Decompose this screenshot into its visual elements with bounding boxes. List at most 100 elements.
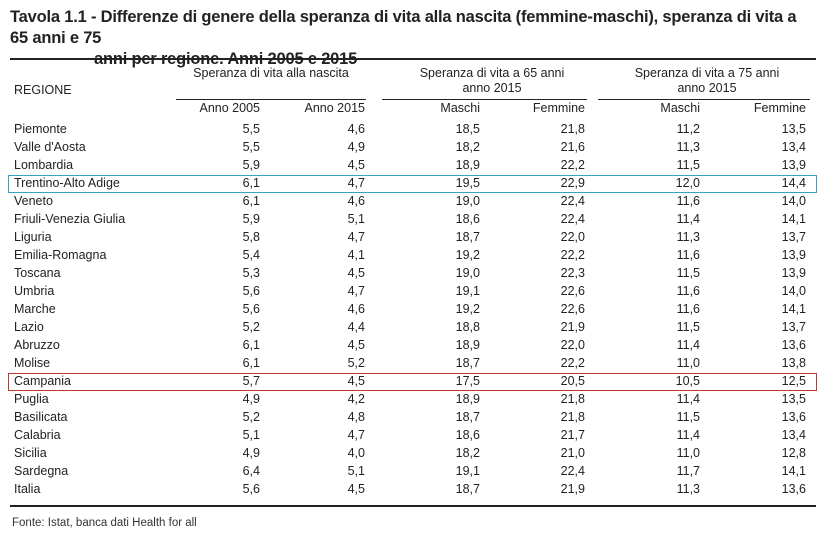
table-cell: 5,7 [242,374,260,388]
table-cell: 13,4 [781,140,806,154]
table-cell: 11,5 [676,158,700,172]
table-row: Umbria 5,6 4,7 19,1 22,6 11,6 14,0 [0,283,823,301]
table-row: Veneto 6,1 4,6 19,0 22,4 11,6 14,0 [0,193,823,211]
table-cell: 13,6 [781,338,806,352]
region-name: Toscana [14,266,61,280]
group-header-75-line2: anno 2015 [677,81,737,95]
region-name: Veneto [14,194,53,208]
table-cell: 5,2 [347,356,365,370]
table-cell: 4,9 [242,446,260,460]
table-cell: 4,7 [347,176,365,190]
table-cell: 22,4 [560,194,585,208]
table-cell: 6,4 [242,464,260,478]
table-cell: 5,6 [242,302,260,316]
table-cell: 11,5 [676,410,700,424]
table-row: Basilicata 5,2 4,8 18,7 21,8 11,5 13,6 [0,409,823,427]
table-cell: 11,6 [676,194,700,208]
table-cell: 19,2 [455,302,480,316]
table-row: Piemonte 5,5 4,6 18,5 21,8 11,2 13,5 [0,121,823,139]
group-rule-75 [598,99,810,100]
table-cell: 13,6 [781,482,806,496]
table-cell: 4,7 [347,284,365,298]
table-cell: 19,0 [455,194,480,208]
table-cell: 18,8 [455,320,480,334]
table-cell: 14,0 [781,194,806,208]
table-cell: 4,7 [347,230,365,244]
group-header-75-line1: Speranza di vita a 75 anni [634,66,780,80]
table-cell: 19,1 [455,284,480,298]
table-cell: 4,2 [347,392,365,406]
table-cell: 21,8 [560,392,585,406]
region-name: Lombardia [14,158,74,172]
table-cell: 18,6 [455,212,480,226]
table-cell: 18,7 [455,356,480,370]
table-cell: 11,6 [676,248,700,262]
table-cell: 4,0 [347,446,365,460]
table-cell: 21,0 [560,446,585,460]
region-name: Liguria [14,230,52,244]
col-header-femmine-75: Femmine [753,101,806,115]
table-cell: 13,9 [781,158,806,172]
table-cell: 18,7 [455,230,480,244]
table-cell: 5,1 [242,428,260,442]
table-cell: 5,9 [242,212,260,226]
table-cell: 11,0 [676,356,700,370]
group-rule-birth [176,99,366,100]
table-cell: 22,4 [560,464,585,478]
table-cell: 11,4 [676,428,700,442]
table-row: Marche 5,6 4,6 19,2 22,6 11,6 14,1 [0,301,823,319]
region-name: Emilia-Romagna [14,248,107,262]
region-name: Calabria [14,428,61,442]
table-cell: 4,9 [242,392,260,406]
top-rule [10,58,816,60]
table-cell: 11,5 [676,266,700,280]
group-rule-65 [382,99,587,100]
table-cell: 5,6 [242,482,260,496]
region-name: Piemonte [14,122,67,136]
table-row: Campania 5,7 4,5 17,5 20,5 10,5 12,5 [0,373,823,391]
table-cell: 22,2 [560,158,585,172]
table-cell: 11,3 [676,230,700,244]
table-cell: 11,5 [676,320,700,334]
table-cell: 19,5 [455,176,480,190]
region-name: Sicilia [14,446,47,460]
region-name: Puglia [14,392,49,406]
group-header-65-line2: anno 2015 [462,81,522,95]
col-header-femmine-65: Femmine [532,101,585,115]
table-cell: 4,5 [347,158,365,172]
table-cell: 22,0 [560,230,585,244]
table-cell: 4,8 [347,410,365,424]
table-row: Emilia-Romagna 5,4 4,1 19,2 22,2 11,6 13,9 [0,247,823,265]
table-cell: 19,2 [455,248,480,262]
table-cell: 6,1 [242,338,260,352]
region-name: Campania [14,374,71,388]
table-cell: 4,5 [347,266,365,280]
table-cell: 11,4 [676,338,700,352]
table-cell: 4,4 [347,320,365,334]
region-name: Marche [14,302,56,316]
table-cell: 5,2 [242,410,260,424]
table-cell: 5,1 [347,464,365,478]
table-cell: 12,8 [781,446,806,460]
source-note: Fonte: Istat, banca dati Health for all [12,517,197,529]
table-cell: 13,5 [781,392,806,406]
table-cell: 22,2 [560,356,585,370]
table-cell: 4,9 [347,140,365,154]
table-cell: 5,8 [242,230,260,244]
table-cell: 4,5 [347,374,365,388]
table-cell: 18,9 [455,392,480,406]
table-cell: 21,9 [560,320,585,334]
table-cell: 5,5 [242,140,260,154]
table-cell: 5,3 [242,266,260,280]
region-name: Molise [14,356,51,370]
group-header-65-line1: Speranza di vita a 65 anni [419,66,565,80]
table-cell: 18,9 [455,338,480,352]
table-cell: 14,0 [781,284,806,298]
table-cell: 4,6 [347,122,365,136]
table-cell: 18,2 [455,446,480,460]
table-row: Toscana 5,3 4,5 19,0 22,3 11,5 13,9 [0,265,823,283]
region-header: REGIONE [14,83,72,97]
table-cell: 5,5 [242,122,260,136]
table-cell: 22,6 [560,284,585,298]
table-cell: 5,9 [242,158,260,172]
